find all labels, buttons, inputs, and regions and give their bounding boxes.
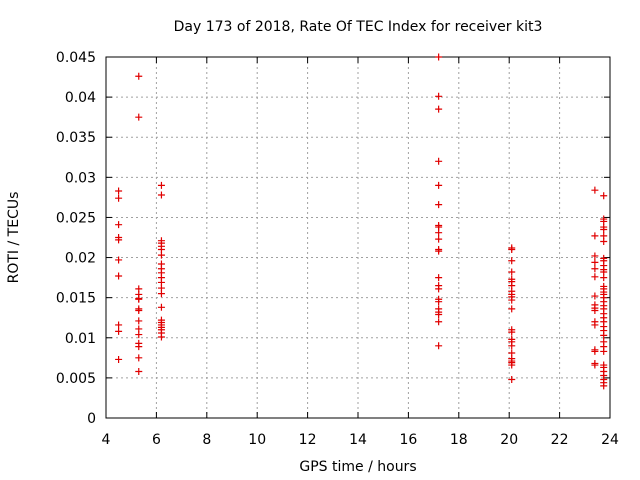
data-point: [135, 331, 143, 339]
data-point: [508, 268, 516, 276]
data-point: [508, 257, 516, 265]
y-tick-label: 0.005: [56, 371, 96, 387]
data-point: [157, 290, 165, 298]
data-point: [135, 113, 143, 121]
data-point: [435, 247, 443, 255]
data-point: [115, 256, 123, 264]
data-point: [600, 225, 608, 233]
data-point: [157, 303, 165, 311]
data-point: [508, 361, 516, 369]
data-point: [435, 298, 443, 306]
data-point: [135, 354, 143, 362]
y-tick-label: 0.045: [56, 50, 96, 66]
data-point: [135, 343, 143, 351]
data-point: [591, 307, 599, 315]
x-axis-label: GPS time / hours: [299, 459, 416, 475]
y-tick-label: 0.04: [65, 90, 96, 106]
data-point: [135, 367, 143, 375]
data-point: [157, 191, 165, 199]
data-points: [115, 53, 608, 390]
data-point: [435, 157, 443, 165]
data-point: [157, 181, 165, 189]
data-point: [508, 342, 516, 350]
data-point: [508, 375, 516, 383]
data-point: [508, 305, 516, 313]
data-point: [157, 251, 165, 259]
x-tick-label: 6: [152, 432, 161, 448]
data-point: [591, 258, 599, 266]
data-point: [591, 232, 599, 240]
y-axis-label: ROTI / TECUs: [6, 192, 22, 284]
data-point: [591, 186, 599, 194]
y-tick-label: 0.035: [56, 130, 96, 146]
data-point: [591, 252, 599, 260]
x-tick-label: 12: [299, 432, 317, 448]
x-tick-label: 22: [551, 432, 569, 448]
data-point: [115, 355, 123, 363]
x-tick-label: 16: [399, 432, 417, 448]
data-point: [435, 235, 443, 243]
y-tick-label: 0.02: [65, 251, 96, 267]
plot-frame: [105, 56, 611, 419]
data-point: [135, 307, 143, 315]
data-point: [600, 274, 608, 282]
data-point: [435, 181, 443, 189]
data-point: [591, 361, 599, 369]
x-tick-label: 14: [349, 432, 367, 448]
data-point: [435, 105, 443, 113]
data-point: [115, 327, 123, 335]
data-point: [600, 238, 608, 246]
y-tick-label: 0.025: [56, 210, 96, 226]
data-point: [435, 342, 443, 350]
data-point: [435, 285, 443, 293]
data-point: [115, 221, 123, 229]
y-tick-label: 0.015: [56, 291, 96, 307]
data-point: [435, 201, 443, 209]
chart-title: Day 173 of 2018, Rate Of TEC Index for r…: [174, 19, 543, 35]
y-tick-label: 0.01: [65, 331, 96, 347]
data-point: [435, 318, 443, 326]
data-point: [135, 317, 143, 325]
data-point: [591, 265, 599, 273]
data-point: [600, 331, 608, 339]
data-point: [508, 296, 516, 304]
data-point: [591, 292, 599, 300]
x-tick-label: 4: [102, 432, 111, 448]
data-point: [135, 295, 143, 303]
data-point: [435, 229, 443, 237]
data-point: [508, 246, 516, 254]
data-point: [600, 382, 608, 390]
data-point: [115, 194, 123, 202]
x-tick-label: 10: [248, 432, 266, 448]
x-tick-label: 20: [500, 432, 518, 448]
data-point: [115, 272, 123, 280]
x-tick-label: 18: [450, 432, 468, 448]
data-point: [115, 321, 123, 329]
data-point: [591, 273, 599, 281]
y-tick-label: 0: [87, 411, 96, 427]
data-point: [115, 187, 123, 195]
data-point: [508, 328, 516, 336]
x-tick-labels: 4 6 8 10 12 14 16 18 20 22 24: [102, 432, 619, 448]
x-tick-label: 24: [601, 432, 619, 448]
data-point: [435, 311, 443, 319]
data-point: [600, 347, 608, 355]
data-point: [115, 236, 123, 244]
data-point: [157, 333, 165, 341]
data-point: [435, 274, 443, 282]
data-point: [591, 321, 599, 329]
data-point: [135, 72, 143, 80]
y-tick-label: 0.03: [65, 170, 96, 186]
grid-lines: [106, 57, 610, 418]
y-tick-labels: 0 0.005 0.01 0.015 0.02 0.025 0.03 0.035 0.04 0.0…: [56, 50, 96, 427]
x-tick-label: 8: [202, 432, 211, 448]
data-point: [435, 92, 443, 100]
data-point: [435, 53, 443, 61]
data-point: [591, 347, 599, 355]
data-point: [600, 192, 608, 200]
